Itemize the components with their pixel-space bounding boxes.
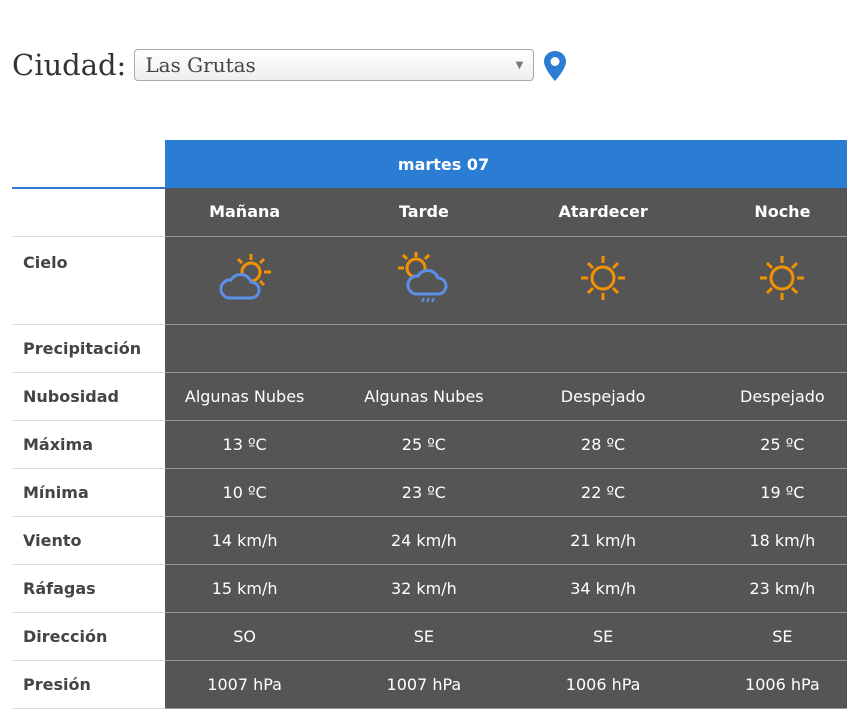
cell: 1006 hPa bbox=[702, 660, 847, 709]
period-header: Atardecer bbox=[523, 188, 703, 237]
cell: 22 ºC bbox=[523, 468, 703, 517]
cell: 25 ºC bbox=[702, 420, 847, 469]
cell: 32 km/h bbox=[344, 564, 524, 613]
cell: 34 km/h bbox=[523, 564, 703, 613]
row-label: Mínima bbox=[12, 468, 165, 517]
cell: 13 ºC bbox=[165, 420, 345, 469]
cell bbox=[344, 324, 524, 373]
row-label: Máxima bbox=[12, 420, 165, 469]
cell: 25 ºC bbox=[344, 420, 524, 469]
cell: 19 ºC bbox=[702, 468, 847, 517]
sun-icon bbox=[760, 256, 805, 300]
cell: 23 km/h bbox=[702, 564, 847, 613]
cell: 28 ºC bbox=[523, 420, 703, 469]
cell: SE bbox=[523, 612, 703, 661]
row-label: Precipitación bbox=[12, 324, 165, 373]
cell: 21 km/h bbox=[523, 516, 703, 565]
cell: 1007 hPa bbox=[165, 660, 345, 709]
city-label: Ciudad: bbox=[12, 48, 127, 82]
location-pin-icon[interactable] bbox=[542, 50, 568, 82]
cell: SE bbox=[344, 612, 524, 661]
cell: Algunas Nubes bbox=[165, 372, 345, 421]
day-header: martes 07 bbox=[165, 140, 847, 188]
cell: Algunas Nubes bbox=[344, 372, 524, 421]
cell bbox=[523, 324, 703, 373]
forecast-table: martes 07 Mañana Tarde Atardecer Noche C… bbox=[12, 140, 847, 709]
row-label: Viento bbox=[12, 516, 165, 565]
cell: 1007 hPa bbox=[344, 660, 524, 709]
period-header: Mañana bbox=[165, 188, 345, 237]
row-label: Dirección bbox=[12, 612, 165, 661]
city-select[interactable]: Las Grutas ▼ bbox=[134, 49, 535, 81]
cell: Despejado bbox=[523, 372, 703, 421]
cell: SO bbox=[165, 612, 345, 661]
cell: 14 km/h bbox=[165, 516, 345, 565]
cell: 15 km/h bbox=[165, 564, 345, 613]
row-label: Presión bbox=[12, 660, 165, 709]
cell: 18 km/h bbox=[702, 516, 847, 565]
partly-cloudy-icon bbox=[219, 254, 271, 300]
cell: SE bbox=[702, 612, 847, 661]
cell bbox=[165, 324, 345, 373]
row-label: Nubosidad bbox=[12, 372, 165, 421]
cell: 10 ºC bbox=[165, 468, 345, 517]
sun-icon bbox=[581, 256, 626, 300]
period-header: Noche bbox=[702, 188, 847, 237]
partly-cloudy-rain-icon bbox=[397, 252, 448, 303]
period-header: Tarde bbox=[344, 188, 524, 237]
cell: 24 km/h bbox=[344, 516, 524, 565]
dropdown-arrow-icon: ▼ bbox=[515, 59, 524, 71]
cell: Despejado bbox=[702, 372, 847, 421]
row-label: Ráfagas bbox=[12, 564, 165, 613]
cell bbox=[702, 324, 847, 373]
cell: 23 ºC bbox=[344, 468, 524, 517]
row-label: Cielo bbox=[12, 236, 165, 325]
cell: 1006 hPa bbox=[523, 660, 703, 709]
city-select-value: Las Grutas bbox=[145, 53, 256, 77]
city-selector: Ciudad: Las Grutas ▼ bbox=[12, 48, 535, 82]
